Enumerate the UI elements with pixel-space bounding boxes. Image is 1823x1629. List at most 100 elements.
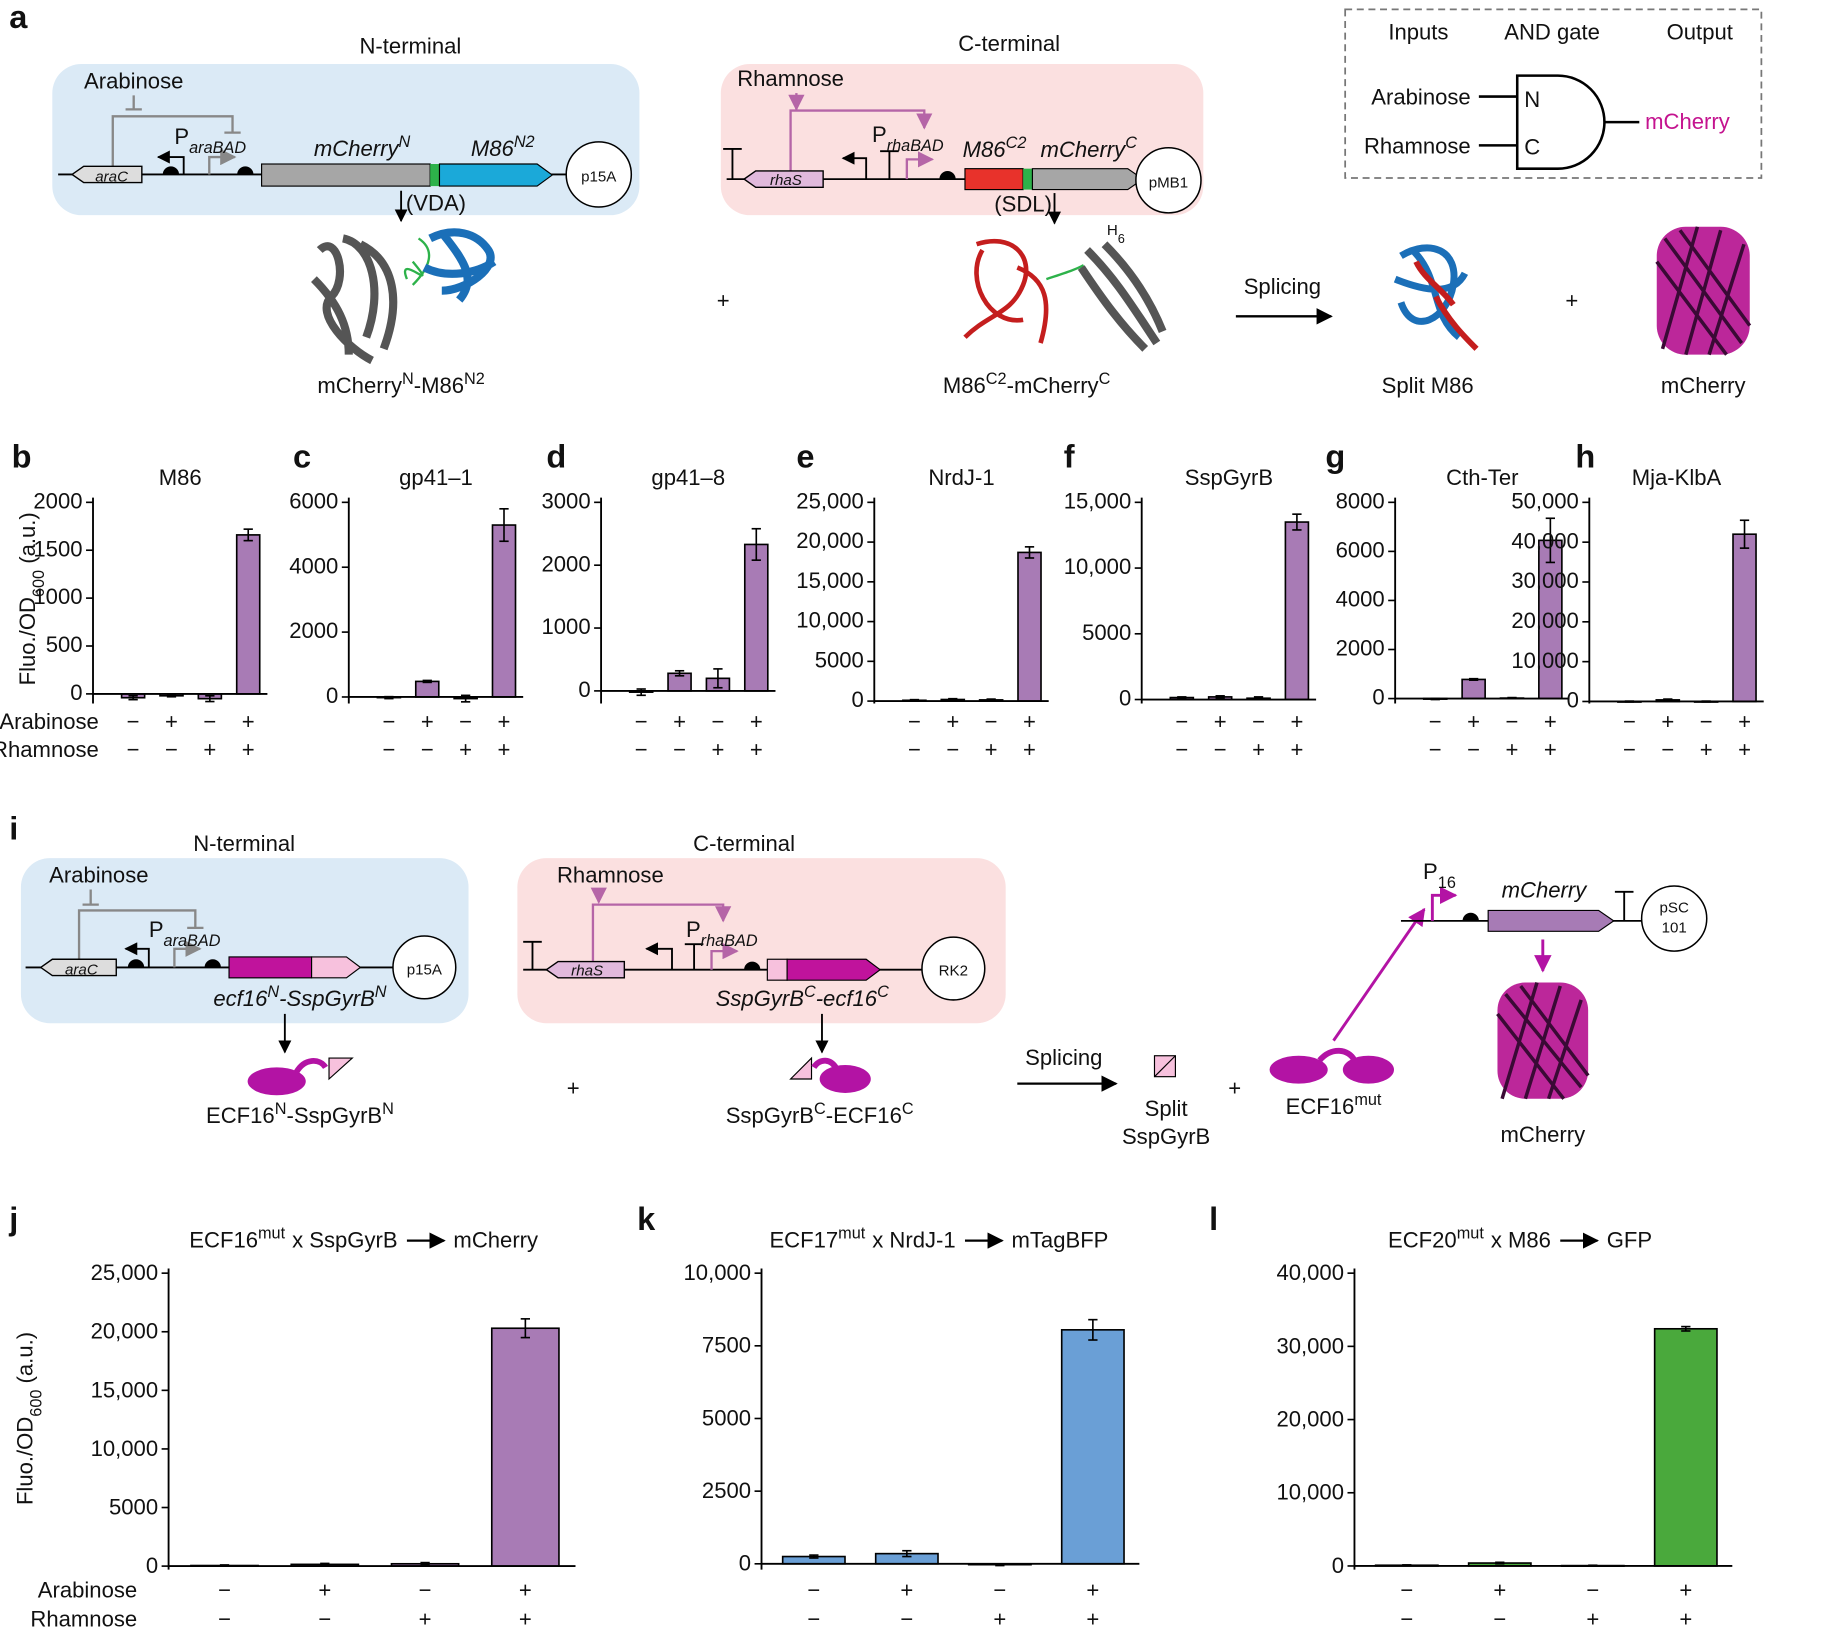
y-tick-label: 7500 xyxy=(702,1333,751,1358)
y-tick-label: 40,000 xyxy=(1511,528,1579,553)
panel-letter: f xyxy=(1064,438,1075,474)
y-tick-label: 0 xyxy=(1119,686,1131,711)
y-tick-label: 2000 xyxy=(289,618,338,643)
shape-text: M86C2-mCherryC xyxy=(943,370,1111,398)
label: mCherry xyxy=(1500,1122,1585,1147)
condition-sign: + xyxy=(203,737,216,762)
chart-title: ECF16mut x SspGyrB xyxy=(189,1225,397,1253)
condition-sign: + xyxy=(711,737,724,762)
panel-letter: h xyxy=(1575,438,1595,474)
label: N-terminal xyxy=(359,34,461,59)
condition-sign: − xyxy=(318,1607,331,1629)
shape-circle xyxy=(392,935,457,1000)
y-tick-label: 0 xyxy=(326,683,338,708)
bar xyxy=(1732,533,1757,703)
label: N xyxy=(402,370,414,388)
condition-sign: − xyxy=(1429,709,1442,734)
y-tick-label: 15,000 xyxy=(796,568,864,593)
chart-title: GFP xyxy=(1607,1228,1652,1253)
condition-sign: + xyxy=(1493,1578,1506,1603)
condition-sign: + xyxy=(421,709,434,734)
condition-sign: + xyxy=(1086,1607,1099,1629)
condition-sign: − xyxy=(127,737,140,762)
condition-sign: − xyxy=(203,709,216,734)
label: AND gate xyxy=(1504,20,1600,45)
label: araC xyxy=(95,168,128,185)
chart-title: Mja-KlbA xyxy=(1632,465,1722,490)
shape-circle xyxy=(921,936,986,1001)
shape-circle xyxy=(565,141,633,208)
label: -M86 xyxy=(414,373,464,398)
error-bar xyxy=(1024,546,1035,559)
label: araBAD xyxy=(189,139,246,157)
shape-text: mCherryC xyxy=(1041,134,1138,162)
condition-sign: + xyxy=(750,709,763,734)
condition-sign: + xyxy=(673,709,686,734)
y-tick-label: 0 xyxy=(70,680,82,705)
shape-path xyxy=(127,959,221,968)
y-tick-label: 30,000 xyxy=(1511,568,1579,593)
shape-path xyxy=(162,166,254,175)
shape-path xyxy=(311,234,398,365)
y-tick-label: 0 xyxy=(1332,1553,1344,1578)
shape-text: M86N2 xyxy=(471,133,535,161)
error-bar xyxy=(1681,1325,1691,1332)
shape-path xyxy=(744,961,761,970)
title-part: x NrdJ-1 xyxy=(872,1228,955,1253)
bar xyxy=(1653,1327,1718,1567)
title-part: ECF17 xyxy=(769,1228,838,1253)
condition-sign: − xyxy=(218,1607,231,1629)
shape-path xyxy=(545,960,626,979)
y-tick-label: 20,000 xyxy=(1511,608,1579,633)
error-bar xyxy=(1468,677,1479,681)
chart-title: SspGyrB xyxy=(1185,465,1273,490)
shape-path xyxy=(1614,890,1634,921)
label: + xyxy=(717,288,730,313)
label: N-terminal xyxy=(193,831,295,856)
shape-path xyxy=(789,1056,813,1080)
chart-title: NrdJ-1 xyxy=(928,465,994,490)
condition-sign: + xyxy=(1214,709,1227,734)
label: -SspGyrB xyxy=(279,986,375,1011)
label: Arabinose xyxy=(1371,85,1470,110)
y-tick-label: 15,000 xyxy=(1064,488,1132,513)
condition-sign: − xyxy=(1175,709,1188,734)
y-tick-label: 5000 xyxy=(815,647,864,672)
shape-path xyxy=(1478,74,1640,170)
label: C xyxy=(1524,135,1540,160)
label: SspGyrB xyxy=(1122,1124,1210,1149)
condition-sign: + xyxy=(1290,737,1303,762)
condition-sign: − xyxy=(1661,737,1674,762)
condition-sign: + xyxy=(1252,737,1265,762)
shape-path xyxy=(173,940,202,968)
label: rhaBAD xyxy=(701,932,758,950)
label: -mCherry xyxy=(1007,373,1099,398)
condition-sign: + xyxy=(1544,709,1557,734)
shape-path xyxy=(523,940,704,970)
y-tick-label: 2500 xyxy=(702,1478,751,1503)
condition-sign: + xyxy=(242,737,255,762)
bar xyxy=(414,680,440,698)
shape-path xyxy=(311,956,362,979)
label: N xyxy=(1524,87,1540,112)
shape-text: SspGyrBC-ECF16C xyxy=(726,1100,914,1128)
shape-text: mCherryN xyxy=(314,133,411,161)
y-tick-label: 5000 xyxy=(109,1494,158,1519)
label: araC xyxy=(65,961,98,978)
label: C-terminal xyxy=(958,31,1060,56)
y-tick-label: 30,000 xyxy=(1276,1333,1344,1358)
panel-letter: l xyxy=(1209,1201,1218,1237)
label: ECF16 xyxy=(1286,1094,1355,1119)
condition-sign: − xyxy=(1467,737,1480,762)
bar xyxy=(1017,551,1042,702)
condition-sign: + xyxy=(1467,709,1480,734)
y-tick-label: 1000 xyxy=(33,584,82,609)
label: + xyxy=(1565,288,1578,313)
condition-sign: − xyxy=(1623,737,1636,762)
label: SspGyrB xyxy=(726,1103,814,1128)
y-tick-label: 10,000 xyxy=(684,1260,752,1285)
shape-ellipse xyxy=(247,1067,306,1096)
chart-title: mTagBFP xyxy=(1011,1228,1108,1253)
label: C xyxy=(902,1100,914,1118)
